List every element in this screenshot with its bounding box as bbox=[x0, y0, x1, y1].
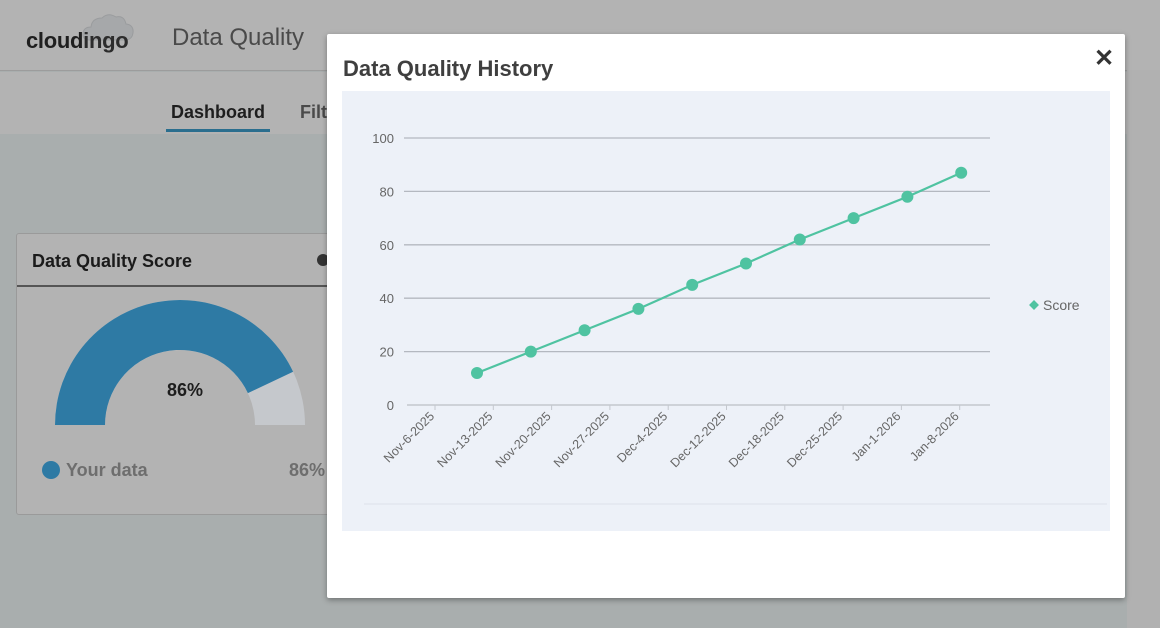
gauge-value-label: 86% bbox=[167, 380, 204, 400]
app-title: Data Quality bbox=[172, 24, 305, 51]
x-tick-label: Nov-20-2025 bbox=[493, 409, 554, 470]
tab-dashboard[interactable]: Dashboard bbox=[165, 102, 271, 132]
x-tick-label: Jan-8-2026 bbox=[907, 409, 962, 464]
score-gauge bbox=[55, 300, 305, 425]
x-tick-label: Jan-1-2026 bbox=[849, 409, 904, 464]
data-point[interactable] bbox=[901, 190, 914, 203]
line-chart: 0 20 40 60 80 100 Nov-6-2025Nov-13-2025Nov-20-… bbox=[364, 131, 1107, 505]
y-tick-label: 40 bbox=[380, 291, 394, 306]
modal-title: Data Quality History bbox=[343, 56, 554, 81]
x-tick-label: Dec-12-2025 bbox=[668, 409, 729, 470]
legend-label-score[interactable]: Score bbox=[1043, 297, 1080, 313]
card-title: Data Quality Score bbox=[32, 251, 193, 271]
x-tick-label: Nov-6-2025 bbox=[381, 409, 437, 465]
data-point[interactable] bbox=[740, 257, 752, 270]
x-tick-label: Nov-27-2025 bbox=[551, 409, 612, 470]
data-point[interactable] bbox=[471, 366, 483, 379]
legend-label: Your data bbox=[66, 460, 148, 480]
history-modal: Data Quality History ✕ 0 20 40 60 80 100 Nov-6… bbox=[327, 34, 1125, 598]
page-scrollbar[interactable] bbox=[1127, 70, 1160, 628]
data-point[interactable] bbox=[955, 166, 968, 179]
data-point[interactable] bbox=[686, 278, 699, 291]
data-point[interactable] bbox=[578, 324, 591, 337]
history-chart: 0 20 40 60 80 100 Nov-6-2025 Nov-13-2025 Nov-20-… bbox=[342, 91, 1110, 531]
y-tick-label: 20 bbox=[380, 345, 394, 360]
data-quality-score-card: Data Quality Score 86% Your data 86% bbox=[16, 233, 336, 515]
data-point[interactable] bbox=[632, 302, 645, 315]
legend-diamond-icon bbox=[1029, 300, 1039, 310]
data-point[interactable] bbox=[793, 233, 806, 246]
x-tick-label: Nov-13-2025 bbox=[434, 409, 495, 470]
history-icon[interactable] bbox=[317, 254, 329, 266]
close-icon[interactable]: ✕ bbox=[1093, 45, 1115, 72]
y-tick-label: 0 bbox=[387, 398, 394, 413]
y-tick-label: 60 bbox=[380, 238, 394, 253]
data-point[interactable] bbox=[524, 345, 537, 358]
tab-filters[interactable]: Filt bbox=[300, 102, 327, 122]
cloud-logo-icon bbox=[82, 14, 134, 41]
x-tick-label: Dec-25-2025 bbox=[784, 409, 845, 470]
y-tick-label: 80 bbox=[380, 184, 394, 199]
data-point[interactable] bbox=[847, 212, 860, 225]
score-line bbox=[476, 171, 962, 374]
legend-value: 86% bbox=[289, 460, 326, 480]
y-tick-label: 100 bbox=[372, 131, 394, 146]
legend-dot-icon bbox=[42, 461, 60, 479]
x-tick-label: Dec-18-2025 bbox=[726, 409, 787, 470]
x-tick-label: Dec-4-2025 bbox=[614, 409, 670, 465]
cloudingo-logo[interactable]: cloudingo bbox=[26, 28, 129, 53]
card-header: Data Quality Score bbox=[17, 234, 335, 287]
